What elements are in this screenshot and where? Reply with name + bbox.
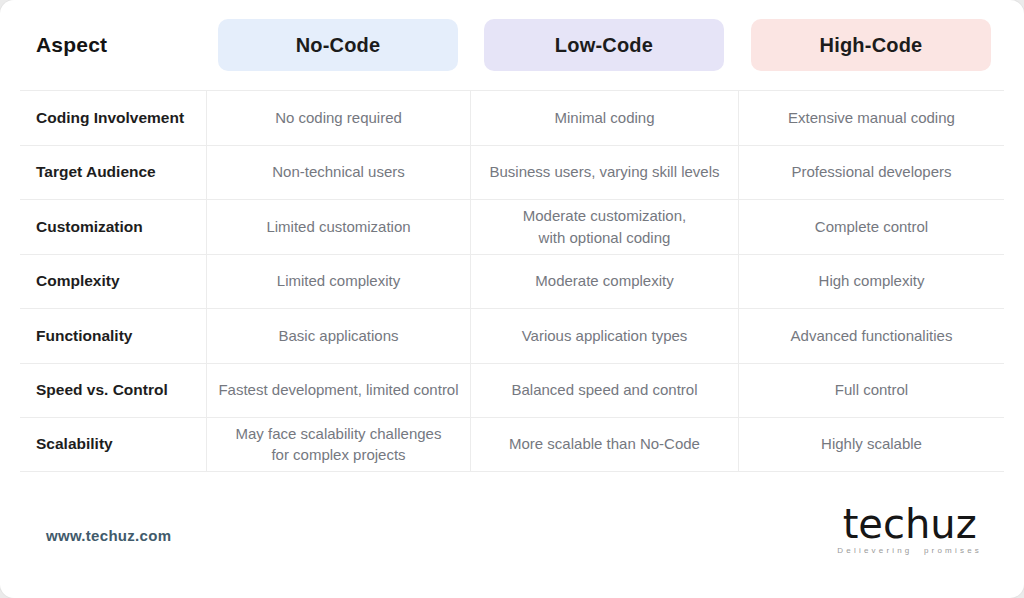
techuz-logo: techuz Delievering promises — [837, 503, 982, 555]
techuz-logo-tagline: Delievering promises — [837, 546, 982, 555]
cell-customization-no-code: Limited customization — [206, 199, 470, 254]
cell-scalability-low-code: More scalable than No-Code — [470, 417, 738, 472]
cell-complexity-no-code: Limited complexity — [206, 254, 470, 309]
row-label-target-audience: Target Audience — [20, 145, 206, 200]
row-label-coding-involvement: Coding Involvement — [20, 90, 206, 145]
cell-scalability-high-code: Highly scalable — [738, 417, 1004, 472]
cell-complexity-high-code: High complexity — [738, 254, 1004, 309]
low-code-header-cell: Low-Code — [470, 0, 738, 90]
row-label-complexity: Complexity — [20, 254, 206, 309]
cell-target-audience-no-code: Non-technical users — [206, 145, 470, 200]
cell-scalability-no-code: May face scalability challenges for comp… — [206, 417, 470, 472]
high-code-header-pill: High-Code — [751, 19, 991, 71]
row-label-speed-vs-control: Speed vs. Control — [20, 363, 206, 418]
low-code-header-pill: Low-Code — [484, 19, 724, 71]
no-code-header-cell: No-Code — [206, 0, 470, 90]
cell-complexity-low-code: Moderate complexity — [470, 254, 738, 309]
cell-speed-vs-control-low-code: Balanced speed and control — [470, 363, 738, 418]
cell-coding-involvement-low-code: Minimal coding — [470, 90, 738, 145]
website-url: www.techuz.com — [46, 527, 171, 544]
no-code-header-pill: No-Code — [218, 19, 458, 71]
cell-customization-low-code: Moderate customization, with optional co… — [470, 199, 738, 254]
row-label-scalability: Scalability — [20, 417, 206, 472]
cell-target-audience-high-code: Professional developers — [738, 145, 1004, 200]
cell-functionality-low-code: Various application types — [470, 308, 738, 363]
cell-functionality-no-code: Basic applications — [206, 308, 470, 363]
cell-coding-involvement-no-code: No coding required — [206, 90, 470, 145]
row-label-functionality: Functionality — [20, 308, 206, 363]
high-code-header-cell: High-Code — [738, 0, 1004, 90]
cell-target-audience-low-code: Business users, varying skill levels — [470, 145, 738, 200]
cell-coding-involvement-high-code: Extensive manual coding — [738, 90, 1004, 145]
row-label-customization: Customization — [20, 199, 206, 254]
cell-functionality-high-code: Advanced functionalities — [738, 308, 1004, 363]
comparison-table: Aspect No-Code Low-Code High-Code Coding… — [20, 0, 1004, 472]
cell-customization-high-code: Complete control — [738, 199, 1004, 254]
aspect-header: Aspect — [20, 0, 206, 90]
techuz-logo-wordmark: techuz — [837, 503, 982, 545]
cell-speed-vs-control-high-code: Full control — [738, 363, 1004, 418]
comparison-card: Aspect No-Code Low-Code High-Code Coding… — [0, 0, 1024, 598]
cell-speed-vs-control-no-code: Fastest development, limited control — [206, 363, 470, 418]
